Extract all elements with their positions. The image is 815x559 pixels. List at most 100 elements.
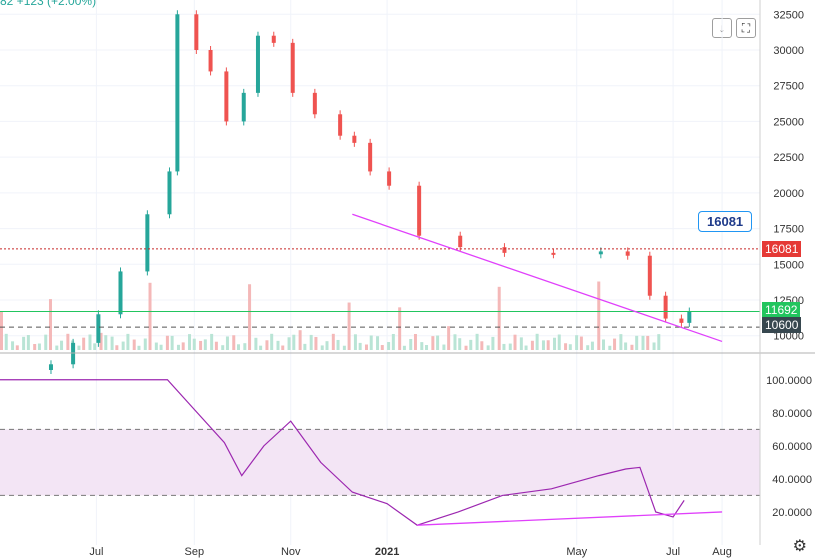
volume-bar (331, 333, 335, 350)
rsi-trendline (417, 511, 723, 526)
volume-bar (104, 335, 108, 350)
volume-bar (15, 345, 19, 350)
volume-bar (613, 338, 617, 350)
volume-bar (232, 335, 236, 350)
volume-bar (342, 345, 346, 350)
volume-bar (402, 345, 406, 350)
price-label-dark: 10600 (762, 317, 802, 333)
price-trendline (352, 213, 723, 343)
symbol-change-header: 82 +123 (+2.00%) (0, 0, 97, 8)
volume-bar (464, 345, 468, 350)
candle-body (368, 142, 373, 172)
volume-bar (491, 336, 495, 350)
volume-bar (48, 299, 52, 350)
candle-body (71, 342, 76, 365)
volume-bar (192, 338, 196, 350)
rsi-tick-label: 40.0000 (772, 474, 812, 486)
candlesticks (48, 10, 692, 374)
candle-body (647, 255, 652, 296)
volume-bar (657, 334, 661, 350)
volume-bars (0, 281, 661, 350)
candle-body (271, 35, 276, 43)
volume-bar (77, 345, 81, 350)
volume-bar (254, 337, 258, 350)
volume-bar (188, 334, 192, 350)
volume-bar (225, 336, 229, 350)
price-label-red: 16081 (762, 241, 802, 257)
candle-body (551, 252, 556, 255)
volume-bar (652, 342, 656, 350)
candle-body (352, 135, 357, 143)
volume-bar (641, 335, 645, 350)
rsi-tick-label: 20.0000 (772, 507, 812, 519)
volume-bar (270, 333, 274, 350)
volume-bar (210, 333, 214, 350)
volume-bar (497, 286, 501, 350)
volume-bar (243, 343, 247, 350)
volume-bar (132, 339, 136, 350)
candle-body (312, 92, 317, 115)
volume-bar (298, 330, 302, 350)
volume-bar (121, 341, 125, 350)
volume-bar (541, 340, 545, 350)
volume-bar (619, 334, 623, 350)
candle-body (224, 71, 229, 122)
volume-bar (546, 340, 550, 350)
y-tick-label: 20000 (773, 188, 804, 200)
volume-bar (586, 345, 590, 350)
volume-bar (11, 341, 15, 350)
volume-bar (508, 343, 512, 350)
x-tick-label: 2021 (375, 546, 399, 558)
volume-bar (221, 345, 225, 350)
candle-body (502, 247, 507, 253)
candle-body (663, 295, 668, 319)
candle-body (598, 251, 603, 255)
volume-bar (380, 345, 384, 350)
volume-bar (431, 336, 435, 350)
volume-bar (413, 334, 417, 350)
volume-bar (453, 334, 457, 350)
volume-bar (44, 334, 48, 350)
price-callout[interactable]: 16081 (698, 211, 753, 232)
volume-bar (398, 307, 402, 350)
y-tick-label: 32500 (773, 9, 804, 21)
volume-bar (126, 333, 130, 350)
volume-bar (60, 340, 64, 350)
volume-bar (82, 337, 86, 350)
y-tick-label: 10000 (773, 331, 804, 343)
volume-bar (336, 339, 340, 350)
y-tick-label: 22500 (773, 152, 804, 164)
volume-bar (486, 345, 490, 350)
volume-bar (287, 337, 291, 350)
volume-bar (575, 335, 579, 350)
price-label-green: 11692 (762, 302, 801, 318)
volume-bar (425, 344, 429, 350)
settings-gear-icon[interactable]: ⚙ (792, 538, 807, 555)
volume-bar (199, 340, 203, 350)
volume-bar (276, 340, 280, 350)
candle-body (387, 171, 392, 186)
rsi-tick-label: 100.0000 (766, 375, 812, 387)
volume-bar (553, 337, 557, 350)
volume-bar (259, 345, 263, 350)
volume-bar (513, 334, 517, 350)
volume-bar (181, 342, 185, 350)
rsi-line (0, 379, 685, 526)
candle-body (417, 185, 422, 236)
volume-bar (154, 342, 158, 350)
candle-body (338, 114, 343, 136)
volume-bar (203, 339, 207, 350)
volume-bar (568, 344, 572, 350)
volume-bar (309, 334, 313, 350)
volume-bar (364, 344, 368, 350)
volume-bar (26, 335, 30, 350)
candle-body (145, 214, 150, 272)
volume-bar (248, 284, 252, 350)
fit-chart-button[interactable]: ⛶ (736, 18, 756, 38)
candle-body (175, 14, 180, 172)
y-tick-label: 30000 (773, 45, 804, 57)
volume-bar (237, 344, 241, 350)
volume-bar (165, 335, 169, 350)
volume-bar (358, 342, 362, 350)
